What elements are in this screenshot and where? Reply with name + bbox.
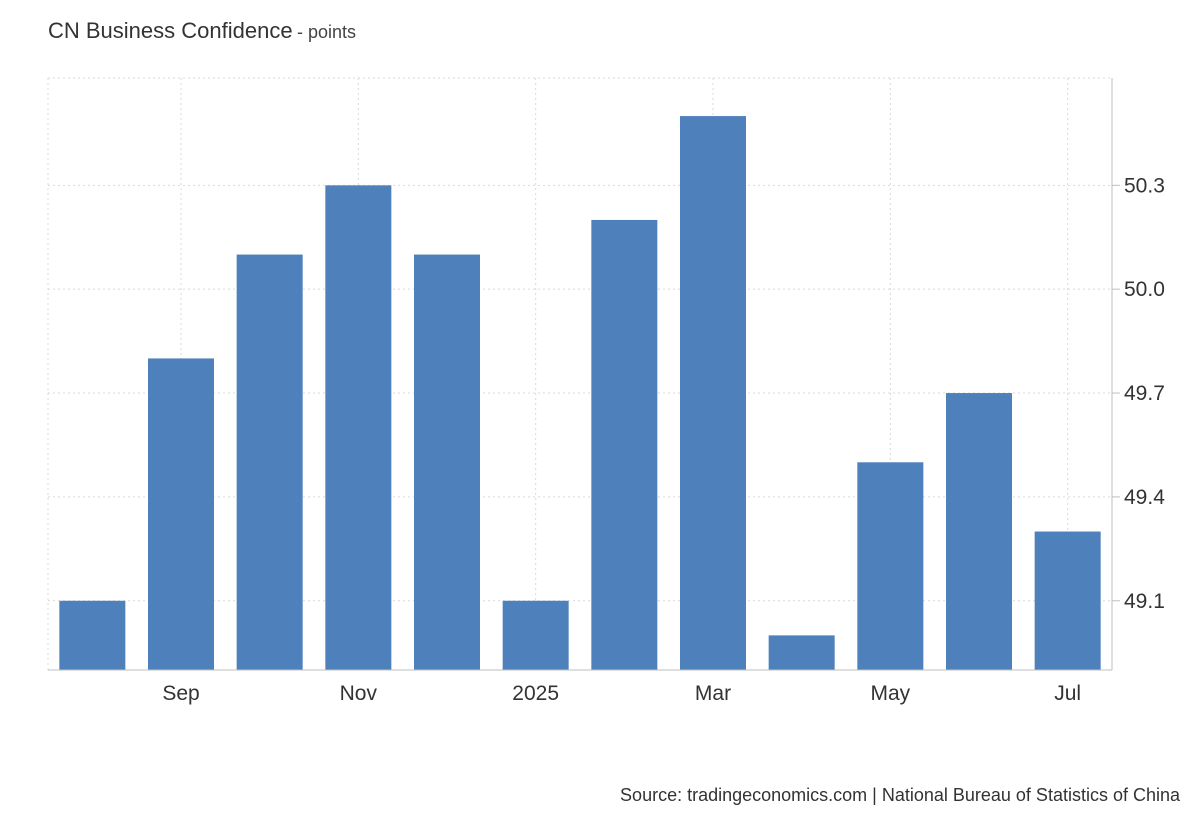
bar-chart: 49.1 49.4 49.7 50.0 50.3 Sep Nov 2025 Mar May Jul <box>47 77 1165 705</box>
bar <box>148 358 214 670</box>
bar <box>502 600 569 670</box>
bar <box>1034 531 1101 670</box>
bar <box>857 462 924 670</box>
y-tick-label: 50.0 <box>1124 278 1165 301</box>
bar <box>414 254 480 670</box>
bar <box>768 635 835 670</box>
y-tick-label: 49.4 <box>1124 486 1165 509</box>
bar <box>325 185 392 670</box>
x-tick-label: 2025 <box>512 682 559 705</box>
y-tick-label: 49.1 <box>1124 590 1165 613</box>
chart-subtitle: - points <box>297 22 357 42</box>
tick-labels: 49.1 49.4 49.7 50.0 50.3 Sep Nov 2025 Mar May Jul <box>162 174 1165 705</box>
x-tick-label: Jul <box>1054 682 1081 705</box>
x-tick-label: May <box>870 682 910 705</box>
bar <box>591 219 658 670</box>
bar <box>59 600 126 670</box>
bar <box>236 254 303 670</box>
x-tick-label: Mar <box>695 682 731 705</box>
bar-series <box>59 116 1101 671</box>
chart-title-row: CN Business Confidence - points <box>48 18 356 44</box>
source-credit: Source: tradingeconomics.com | National … <box>620 785 1180 805</box>
x-tick-label: Sep <box>162 682 199 705</box>
y-tick-label: 49.7 <box>1124 382 1165 405</box>
chart-title: CN Business Confidence <box>48 18 293 43</box>
bar <box>680 116 746 671</box>
bar <box>946 393 1012 670</box>
y-tick-label: 50.3 <box>1124 174 1165 197</box>
axes <box>48 78 1120 671</box>
x-tick-label: Nov <box>340 682 378 705</box>
